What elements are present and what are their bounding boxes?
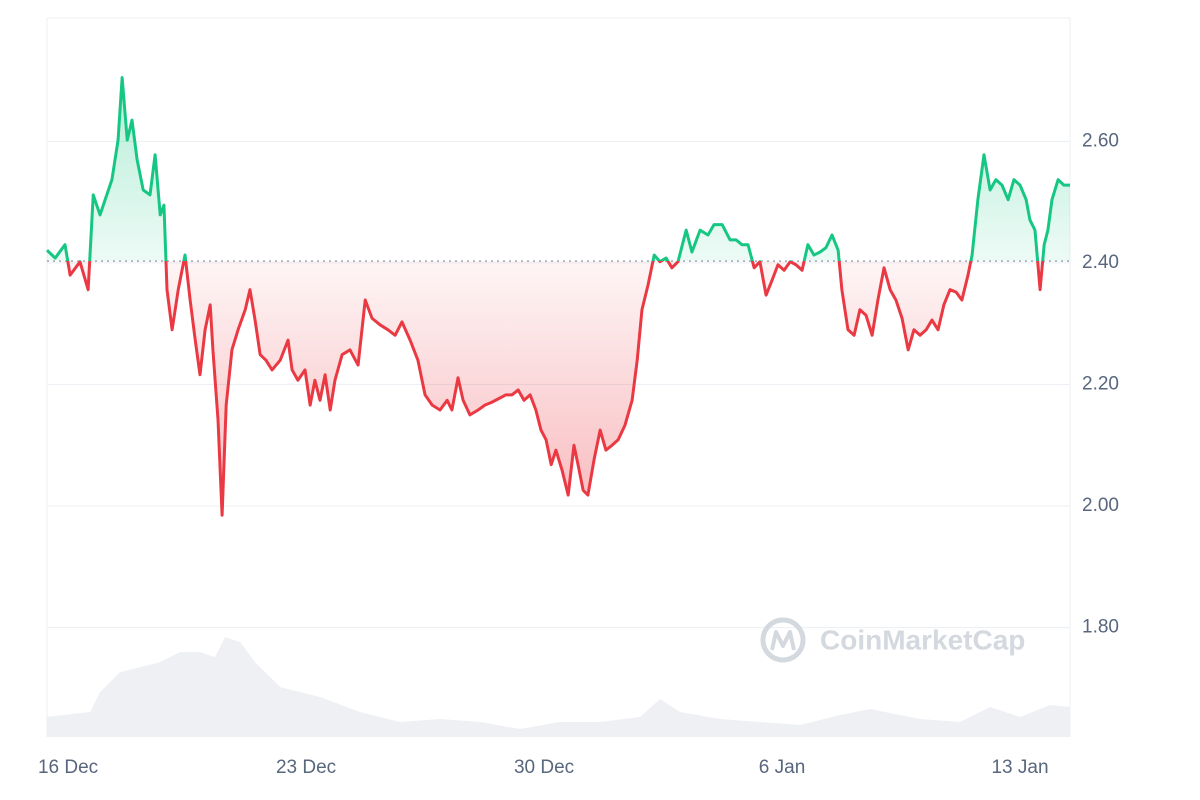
x-tick-label: 13 Jan [991,757,1048,778]
volume-layer [47,637,1070,737]
x-tick-label: 30 Dec [514,757,574,778]
x-tick-label: 16 Dec [38,757,98,778]
price-line [45,76,1070,517]
y-tick-label: 2.20 [1082,374,1119,395]
y-tick-label: 2.00 [1082,495,1119,516]
volume-area [47,637,1070,737]
x-tick-label: 23 Dec [276,757,336,778]
watermark-text: CoinMarketCap [820,624,1025,655]
y-tick-label: 1.80 [1082,617,1119,638]
price-area [47,77,1070,516]
plot [45,76,1070,517]
y-tick-label: 2.40 [1082,252,1119,273]
watermark: CoinMarketCap [760,617,1025,663]
y-tick-label: 2.60 [1082,130,1119,151]
axes: 1.80 2.00 2.20 2.40 2.60 16 Dec 23 Dec 30 Dec 6 … [38,130,1119,778]
watermark-logo-mark [770,630,796,651]
x-tick-label: 6 Jan [759,757,805,778]
watermark-logo [760,617,806,663]
